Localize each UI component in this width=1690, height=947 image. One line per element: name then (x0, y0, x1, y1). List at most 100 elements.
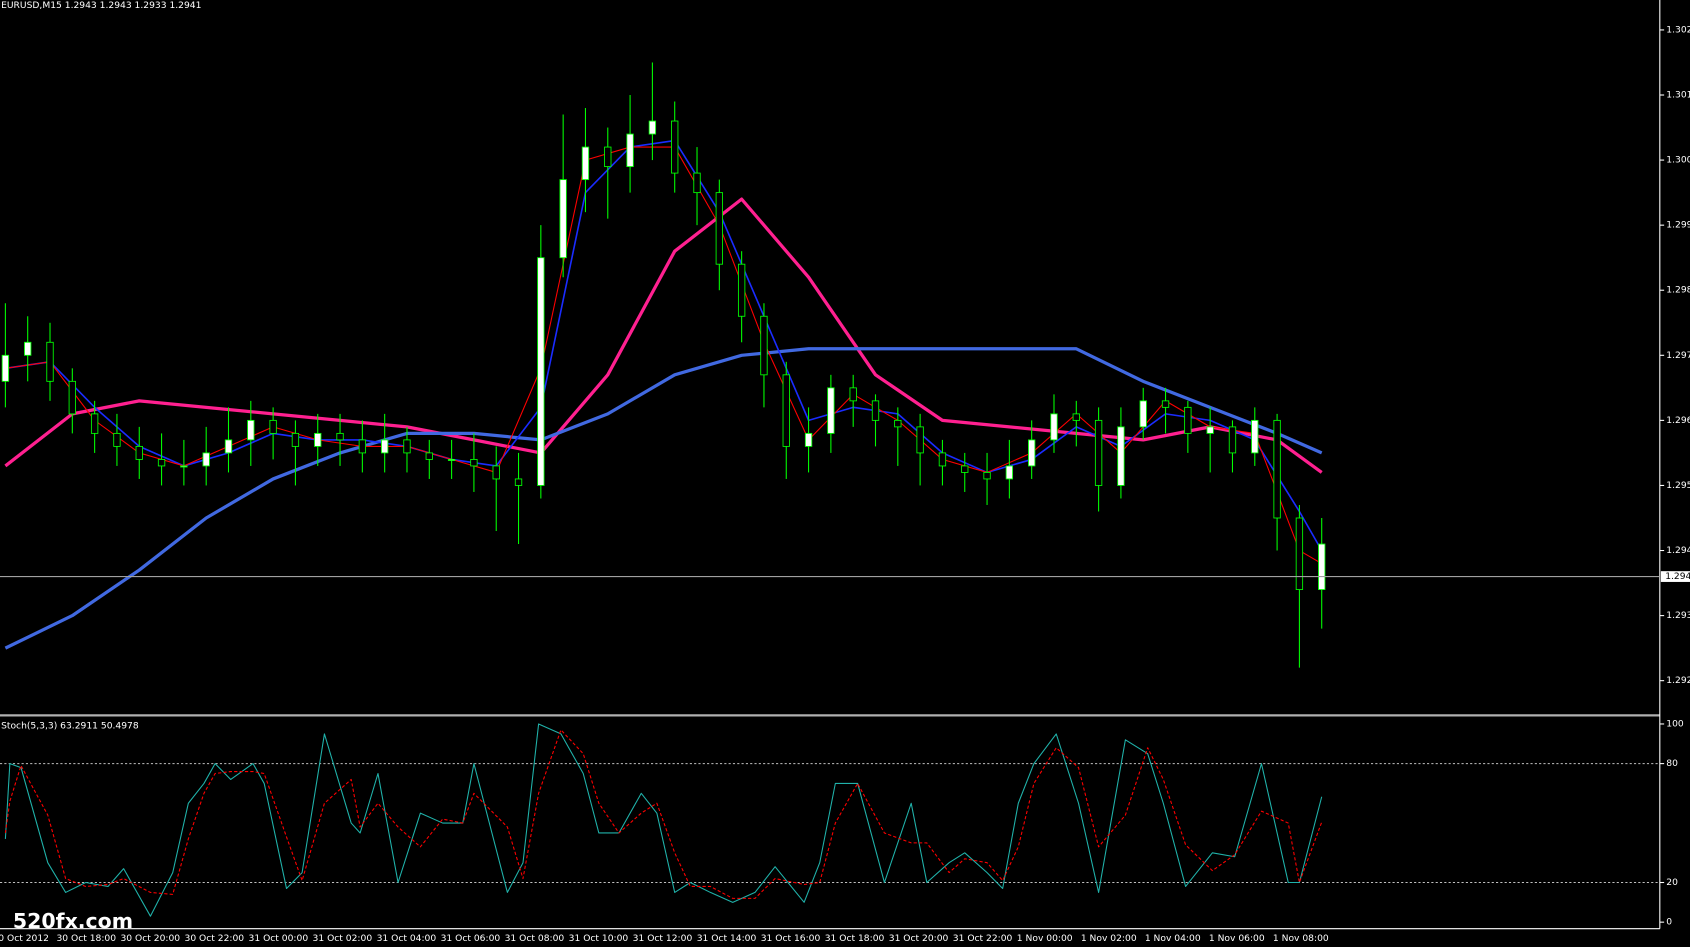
candle-body (247, 419, 255, 441)
candle-body (1139, 400, 1147, 428)
candle-body (291, 432, 300, 447)
x-tick-label: 31 Oct 20:00 (889, 934, 949, 944)
candle-body (1318, 543, 1326, 591)
candle-body (961, 465, 969, 473)
candle-body (671, 120, 679, 174)
x-tick-label: 31 Oct 12:00 (633, 934, 693, 944)
candle-body (537, 257, 545, 486)
candle-body (559, 179, 567, 259)
candle-body (1072, 413, 1080, 421)
candle-body (1050, 413, 1058, 441)
x-tick-label: 1 Nov 02:00 (1081, 934, 1137, 944)
candle-body (1251, 419, 1259, 454)
y-tick-label: 1.296 (1666, 416, 1690, 426)
candle-body (916, 426, 924, 454)
y-tick-label: 1.301 (1666, 91, 1690, 101)
y-tick-label: 20 (1666, 878, 1678, 888)
candle-body (1005, 465, 1014, 480)
candle-body (827, 387, 835, 434)
indicator-line (4, 723, 1323, 917)
x-tick-label: 31 Oct 08:00 (505, 934, 565, 944)
candle-body (1117, 426, 1125, 486)
candle-body (1228, 426, 1237, 454)
candle-body (782, 374, 790, 447)
y-tick-label: 0 (1666, 918, 1672, 928)
candle-body (447, 458, 456, 461)
candle-body (1094, 419, 1103, 486)
x-tick-label: 30 Oct 18:00 (56, 934, 116, 944)
x-tick-label: 1 Nov 00:00 (1017, 934, 1073, 944)
candle-body (492, 465, 500, 480)
candle-body (804, 432, 813, 447)
candle-body (470, 458, 478, 467)
candle-body (336, 432, 344, 441)
x-tick-label: 1 Nov 08:00 (1273, 934, 1329, 944)
candle-body (626, 133, 634, 168)
x-tick-label: 31 Oct 10:00 (569, 934, 629, 944)
candle-body (403, 439, 411, 454)
candle-body (358, 439, 367, 454)
x-tick-label: 1 Nov 04:00 (1145, 934, 1201, 944)
indicator-title: Stoch(5,3,3) 63.2911 50.4978 (1, 722, 139, 732)
y-tick-label: 1.297 (1666, 351, 1690, 361)
candle-body (938, 452, 947, 467)
candle-body (180, 465, 188, 468)
candle-body (135, 445, 143, 460)
watermark: 520fx.com (13, 909, 133, 933)
y-tick-label: 100 (1666, 719, 1684, 729)
x-tick-label: 31 Oct 02:00 (313, 934, 373, 944)
candle-body (157, 458, 166, 467)
x-tick-label: 31 Oct 18:00 (825, 934, 885, 944)
x-tick-label: 31 Oct 00:00 (249, 934, 309, 944)
candle-body (269, 419, 277, 434)
candle-body (224, 439, 233, 454)
candle-body (693, 172, 701, 194)
x-tick-label: 1 Nov 06:00 (1209, 934, 1265, 944)
candle-body (849, 387, 857, 402)
y-tick-label: 1.294 (1666, 546, 1690, 556)
y-tick-label: 1.299 (1666, 221, 1690, 231)
candle-body (894, 419, 902, 428)
x-tick-label: 30 Oct 20:00 (120, 934, 180, 944)
candle-body (983, 472, 991, 480)
candle-body (581, 146, 590, 181)
x-tick-label: 30 Oct 2012 (0, 934, 49, 944)
candle-body (871, 400, 880, 421)
x-tick-label: 31 Oct 06:00 (441, 934, 501, 944)
candle-body (604, 146, 612, 168)
x-tick-label: 30 Oct 22:00 (185, 934, 245, 944)
y-tick-label: 1.300 (1666, 156, 1690, 166)
candle-body (760, 315, 768, 376)
candle-body (113, 432, 121, 447)
y-tick-label: 80 (1666, 759, 1678, 769)
candle-body (24, 341, 32, 356)
candle-body (1295, 517, 1304, 591)
indicator-line (4, 729, 1323, 899)
candle-body (1161, 400, 1170, 408)
candle-body (648, 120, 657, 135)
chart-title: EURUSD,M15 1.2943 1.2943 1.2933 1.2941 (1, 1, 201, 11)
candle-body (202, 452, 210, 467)
x-tick-label: 31 Oct 14:00 (697, 934, 757, 944)
candle-body (425, 452, 433, 460)
candle-body (381, 439, 389, 454)
y-tick-label: 1.298 (1666, 286, 1690, 296)
candle-body (314, 432, 322, 447)
candle-body (737, 263, 746, 317)
y-tick-label: 1.295 (1666, 481, 1690, 491)
candle-body (514, 478, 523, 486)
candle-body (1184, 406, 1192, 434)
current-price-label: 1.294 (1665, 572, 1690, 582)
candle-body (715, 192, 723, 265)
candle-body (1273, 419, 1281, 519)
candle-body (46, 341, 54, 382)
candle-body (90, 413, 99, 434)
current-price-box (1660, 571, 1690, 582)
candle-body (68, 380, 76, 415)
x-tick-label: 31 Oct 16:00 (761, 934, 821, 944)
x-tick-label: 31 Oct 22:00 (953, 934, 1013, 944)
candle-body (1028, 439, 1036, 467)
